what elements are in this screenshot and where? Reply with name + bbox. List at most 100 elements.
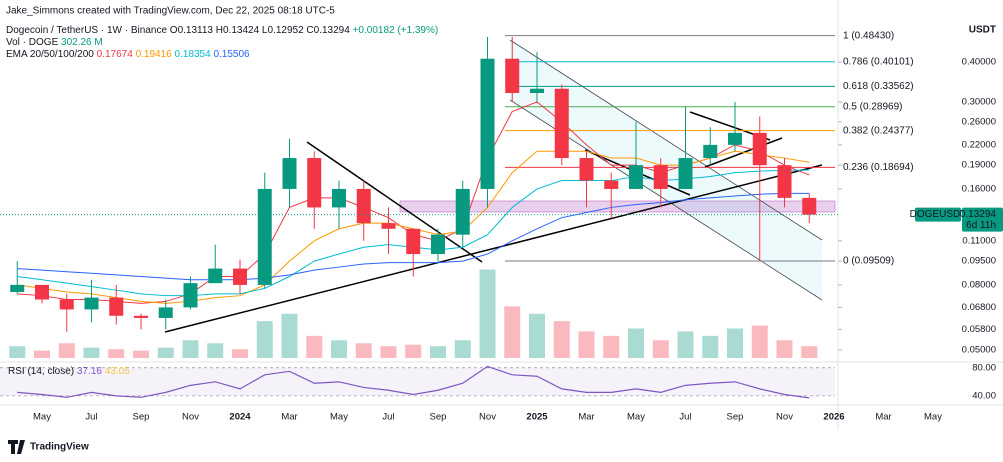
volume-bar [58,343,75,358]
y-tick-label: 0.30000 [962,96,996,107]
rsi-legend: RSI (14, close) 37.16 43.05 [8,366,130,377]
y-tick-label: 0.26000 [962,116,996,127]
volume-bar [430,346,446,358]
candle-body [307,158,322,208]
volume-bar [34,350,50,358]
channel-line [509,39,823,241]
volume-bar [751,325,768,358]
symbol-tag-text: DOGEUSDT [910,209,967,220]
x-tick-label: 2024 [229,412,251,423]
candle-body [455,188,470,235]
candle-body [505,58,520,94]
author: Jake_Simmons created with TradingView.co… [6,6,335,17]
x-tick-label: 2025 [526,412,548,423]
x-tick-label: Nov [776,412,793,423]
fib-label: 0.618 (0.33562) [843,81,914,92]
volume-bar [776,340,793,358]
volume-bar [702,335,719,358]
volume-bar [355,343,372,358]
x-tick-label: Mar [578,412,594,423]
candle-body [183,283,198,308]
price-tag [962,207,1003,232]
x-tick-label: May [627,412,645,423]
ohlc: C0.13294 [306,25,350,36]
volume-bar [380,346,397,358]
change: +0.00182 (+1.39%) [353,25,439,36]
vol-label: Vol · DOGE [6,37,59,48]
y-tick-label: 40.00 [972,390,996,401]
rsi-line [17,365,810,399]
x-tick-label: Sep [727,412,744,423]
ema-value: 0.15506 [213,49,250,60]
y-tick-label: 0.05800 [962,324,996,335]
candle-body [629,165,643,189]
countdown: 6d 11h [966,220,996,231]
y-tick-label: 0.19000 [962,160,996,171]
volume-bar [652,340,669,358]
volume-bar [256,321,273,358]
fib-label: 0.786 (0.40101) [843,56,914,67]
candle-body [356,188,371,224]
candle-body [381,223,396,229]
volume-bar [454,340,471,358]
ema-value: 0.19416 [136,49,173,60]
candle-body [802,197,817,215]
candle-body [233,268,247,285]
x-tick-label: May [330,412,348,423]
candle-body [332,188,346,208]
x-tick-label: Nov [479,412,496,423]
rsi-ma: 43.05 [105,366,130,377]
fib-label: 1 (0.48430) [843,30,894,41]
y-tick-label: 0.06800 [962,302,996,313]
volume-bar [529,313,545,358]
x-tick-label: May [924,412,942,423]
candle-body [35,284,49,300]
trend-line [306,141,483,263]
volume-bar [83,347,100,358]
y-tick-label: 0.40000 [962,57,996,68]
candle-body [10,284,25,292]
candle-body [158,307,173,318]
y-tick-label: 0.11000 [962,235,996,246]
volume-bar [182,340,199,358]
rsi-value: 37.16 [77,366,102,377]
candle-body [431,234,445,255]
candle-body [653,165,668,189]
volume-bar [628,328,644,358]
candle-body [703,144,718,159]
ema-value: 0.17674 [97,49,134,60]
currency: USDT [969,25,996,36]
volume-bar [578,331,595,358]
volume-bar [405,344,422,358]
volume-bar [108,349,125,358]
volume-bar [727,328,743,358]
candle-body [109,297,124,316]
candle-body [530,88,544,94]
ohlc: H0.13424 [216,25,260,36]
volume-bar [9,346,26,358]
ohlc: O0.13113 [170,25,214,36]
trend-line [164,164,823,333]
volume-bar [504,306,521,358]
volume-bar [133,350,149,358]
candle-body [406,228,421,255]
symbol-tag [915,207,961,222]
symbol-name: Dogecoin / TetherUS · 1W · Binance [6,25,167,36]
ohlc: L0.12952 [262,25,304,36]
candle-body [678,158,693,189]
candle-body [777,165,792,198]
rsi-band [0,367,835,396]
candle-body [579,158,594,181]
price-tag-text: 0.13294 [960,209,997,220]
ema-legend: EMA 20/50/100/200 0.17674 0.19416 0.1835… [6,49,250,60]
x-tick-label: Mar [875,412,891,423]
volume-bar [801,346,818,358]
vol-legend: Vol · DOGE 302.26 M [6,37,103,48]
symbol: Dogecoin / TetherUS · 1W · Binance O0.13… [6,25,438,36]
volume-bar [232,349,248,358]
y-tick-label: 0.08000 [962,279,996,290]
fib-label: 0.382 (0.24377) [843,125,914,136]
candle-body [604,180,619,189]
volume-bar [207,343,224,358]
